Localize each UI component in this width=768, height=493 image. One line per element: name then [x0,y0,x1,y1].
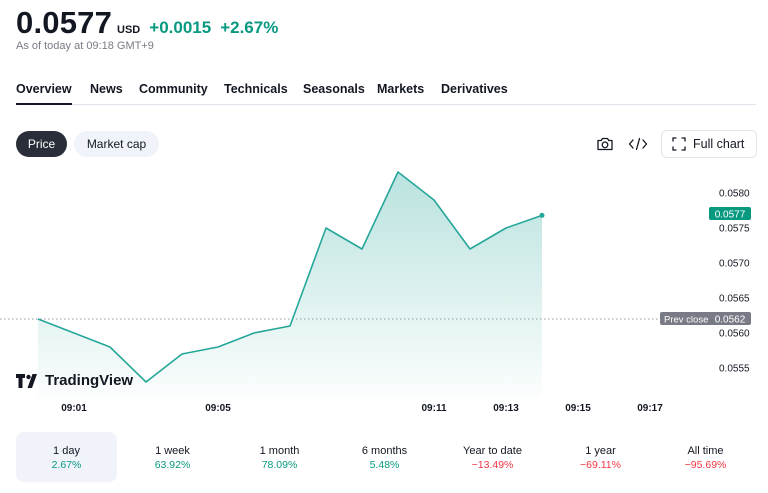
price-area-fill [38,172,542,396]
period-label: 1 week [155,445,190,457]
section-tabs: Overview News Community Technicals Seaso… [16,82,756,105]
last-price-dot [539,212,545,218]
tab-news[interactable]: News [90,82,123,96]
x-tick-label: 09:17 [637,403,663,414]
last-price-label: 0.0577 [715,210,746,221]
fullscreen-icon [672,137,686,151]
period-value: −95.69% [684,459,727,471]
tab-derivatives[interactable]: Derivatives [441,82,508,96]
period-value: −13.49% [471,459,514,471]
y-tick-label: 0.0565 [719,294,750,305]
price-point [144,380,149,385]
period-year-to-date[interactable]: Year to date −13.49% [442,432,543,482]
market-cap-toggle-button[interactable]: Market cap [74,131,159,157]
price-change-absolute: +0.0015 [149,18,212,37]
price-header: 0.0577 USD +0.0015 +2.67% [16,5,278,41]
period-1-year[interactable]: 1 year −69.11% [550,432,651,482]
tab-community[interactable]: Community [139,82,208,96]
period-label: All time [687,445,724,457]
price-point [504,226,509,231]
period-1-month[interactable]: 1 month 78.09% [229,432,330,482]
tab-technicals[interactable]: Technicals [224,82,288,96]
period-label: 6 months [361,445,408,457]
full-chart-button[interactable]: Full chart [661,130,757,158]
tradingview-logo-icon [16,373,37,388]
tab-seasonals[interactable]: Seasonals [303,82,365,96]
period-label: 1 day [53,445,80,457]
logo-text: TradingView [45,372,134,389]
y-tick-label: 0.0555 [719,364,750,375]
y-tick-label: 0.0580 [719,189,750,200]
currency-code: USD [117,24,141,36]
price-point [324,226,329,231]
price-point [432,198,437,203]
price-point [216,345,221,350]
as-of-timestamp: As of today at 09:18 GMT+9 [16,40,154,52]
period-1-day[interactable]: 1 day 2.67% [16,432,117,482]
prev-close-value: 0.0562 [715,315,746,326]
price-point [108,345,113,350]
tab-overview[interactable]: Overview [16,82,72,105]
camera-icon[interactable] [594,133,616,155]
prev-close-label: Prev close [664,315,708,326]
y-tick-label: 0.0575 [719,224,750,235]
performance-periods: 1 day 2.67% 1 week 63.92% 1 month 78.09%… [16,432,756,482]
price-point [360,247,365,252]
tradingview-logo: TradingView [16,372,133,389]
x-tick-label: 09:11 [421,403,446,414]
price-area-chart[interactable]: 0.0580 0.0575 0.0570 0.0565 0.0560 0.0555 09:0… [0,160,768,422]
period-value: 5.48% [369,459,400,471]
period-value: 78.09% [261,459,298,471]
price-change-percent: +2.67% [220,18,279,37]
period-label: 1 year [585,445,616,457]
code-icon[interactable] [627,133,649,155]
full-chart-label: Full chart [693,137,745,151]
prev-close-tag [660,312,751,325]
price-point [396,170,401,175]
period-6-months[interactable]: 6 months 5.48% [334,432,435,482]
x-tick-label: 09:13 [493,403,519,414]
x-tick-label: 09:05 [205,403,231,414]
price-point [252,331,257,336]
price-point [180,352,185,357]
period-1-week[interactable]: 1 week 63.92% [122,432,223,482]
tab-markets[interactable]: Markets [377,82,425,96]
current-price: 0.0577 [16,5,113,40]
period-value: 2.67% [51,459,82,471]
y-tick-label: 0.0570 [719,259,750,270]
x-tick-label: 09:01 [61,403,87,414]
period-value: 63.92% [154,459,191,471]
price-toggle-button[interactable]: Price [16,131,67,157]
period-value: −69.11% [580,459,621,471]
price-point [36,317,41,322]
period-label: Year to date [463,445,522,457]
period-label: 1 month [259,445,300,457]
price-point [468,247,473,252]
last-price-tag [709,207,751,220]
price-point [72,331,77,336]
x-tick-label: 09:15 [565,403,591,414]
y-tick-label: 0.0560 [719,329,750,340]
price-series-line [37,171,543,383]
period-all-time[interactable]: All time −95.69% [655,432,756,482]
price-point [288,324,293,329]
